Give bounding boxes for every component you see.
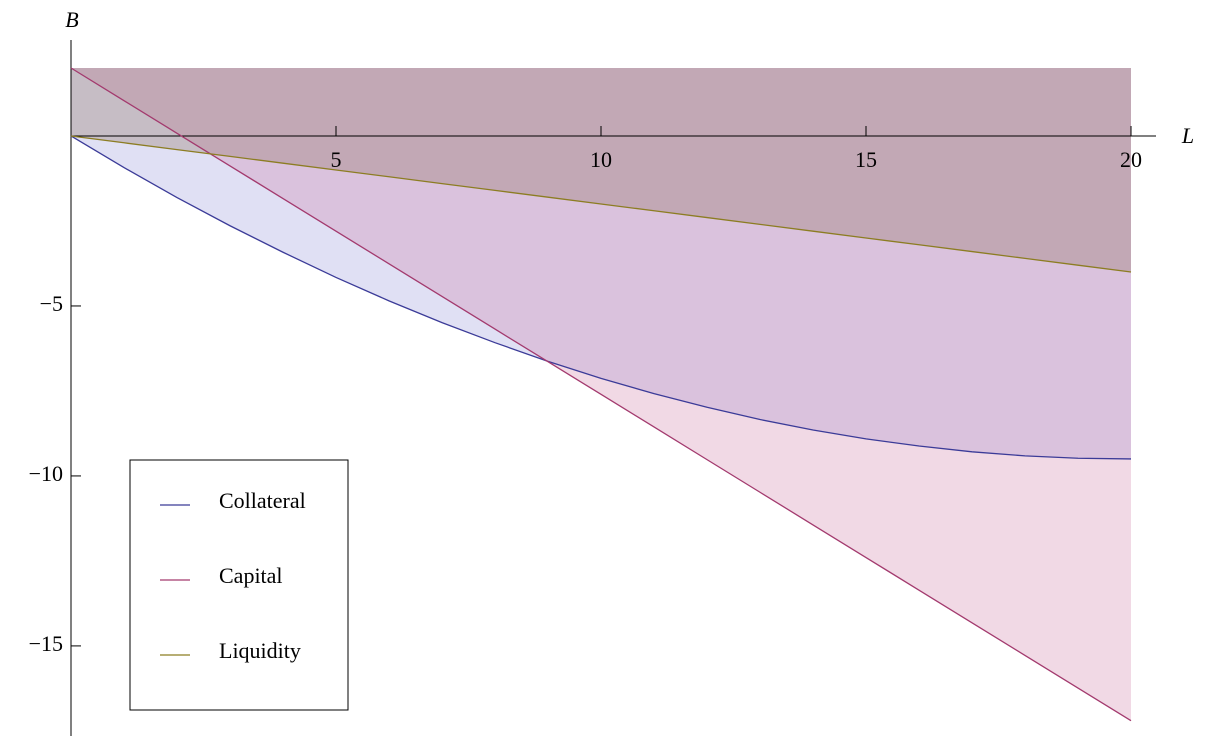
x-tick-label: 20 [1120,147,1142,172]
area-fill [71,68,1131,459]
x-axis-label: L [1181,123,1194,148]
area-fill [71,68,1131,272]
y-axis-label: B [65,7,78,32]
y-tick-label: −10 [29,461,63,486]
series-line [70,135,1132,273]
legend-box [129,459,349,711]
legend-label: Collateral [219,488,306,513]
series-line [70,135,1132,460]
legend-label: Capital [219,563,283,588]
y-tick-label: −5 [40,291,63,316]
y-tick-label: −15 [29,631,63,656]
x-tick-label: 10 [590,147,612,172]
legend-label: Liquidity [219,638,301,663]
series-line [70,67,1132,722]
x-tick-label: 15 [855,147,877,172]
x-tick-label: 5 [331,147,342,172]
